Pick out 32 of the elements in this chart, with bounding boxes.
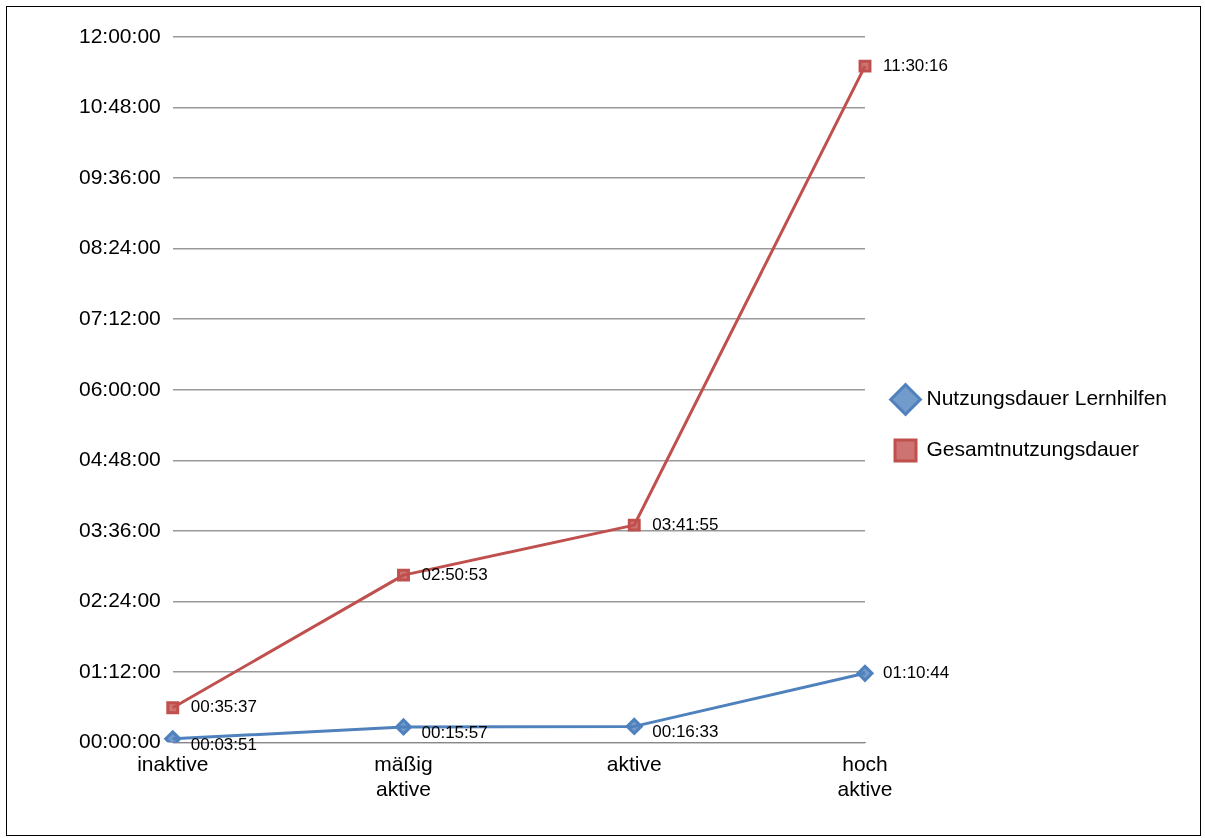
y-tick-label: 01:12:00 bbox=[78, 658, 161, 682]
point bbox=[625, 717, 643, 735]
data-label: 00:35:37 bbox=[190, 697, 257, 717]
data-label: 00:15:57 bbox=[421, 722, 488, 742]
y-tick-label: 03:36:00 bbox=[78, 517, 161, 541]
legend-label: Gesamtnutzungsdauer bbox=[926, 437, 1139, 461]
y-tick-label: 06:00:00 bbox=[78, 376, 161, 400]
y-tick-label: 12:00:00 bbox=[78, 23, 161, 47]
y-tick-label: 08:24:00 bbox=[78, 235, 161, 259]
y-tick-label: 04:48:00 bbox=[78, 447, 161, 471]
y-tick-label: 00:00:00 bbox=[78, 729, 161, 753]
y-tick-label: 07:12:00 bbox=[78, 306, 161, 330]
point bbox=[627, 518, 641, 532]
data-label: 00:03:51 bbox=[190, 734, 257, 754]
point bbox=[166, 701, 180, 715]
x-tick-label: mäßig aktive bbox=[374, 752, 433, 801]
data-label: 03:41:55 bbox=[652, 514, 719, 534]
data-label: 02:50:53 bbox=[421, 564, 488, 584]
x-tick-label: hoch aktive bbox=[837, 752, 893, 801]
legend-label: Nutzungsdauer Lernhilfen bbox=[926, 386, 1167, 410]
x-tick-label: aktive bbox=[606, 752, 662, 775]
point bbox=[856, 664, 874, 682]
y-tick-label: 10:48:00 bbox=[78, 94, 161, 118]
point bbox=[858, 59, 872, 73]
x-tick-label: inaktive bbox=[137, 752, 209, 775]
point bbox=[395, 718, 412, 736]
point bbox=[397, 568, 410, 582]
data-label: 01:10:44 bbox=[883, 662, 950, 682]
y-tick-label: 02:24:00 bbox=[78, 588, 161, 612]
data-label: 00:16:33 bbox=[652, 722, 719, 742]
y-tick-label: 09:36:00 bbox=[78, 164, 161, 188]
data-label: 11:30:16 bbox=[883, 55, 948, 75]
